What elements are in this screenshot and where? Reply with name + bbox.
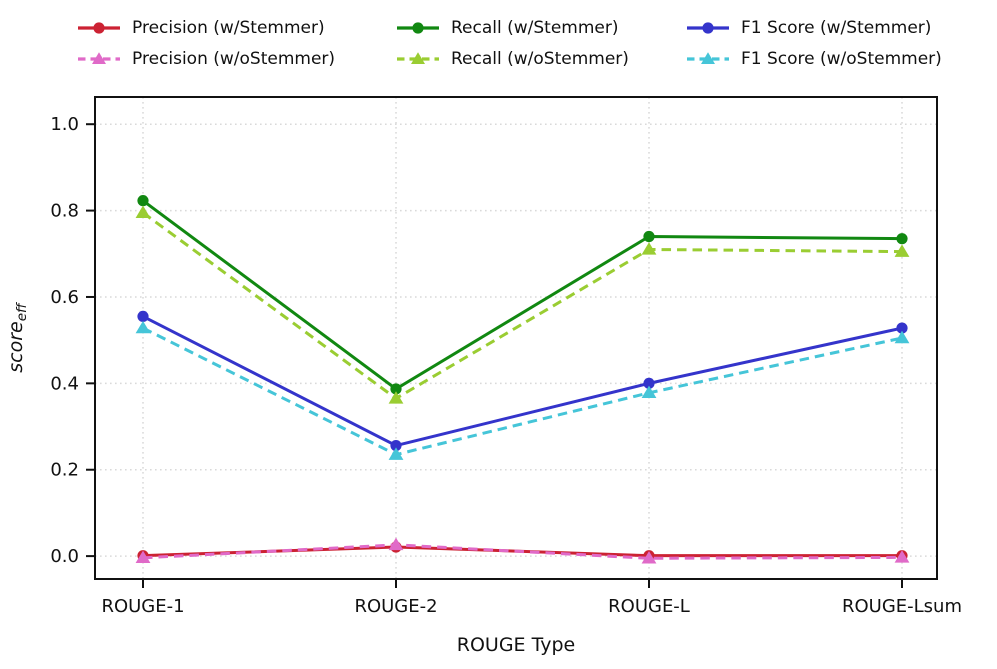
- series-precision-w-ostemmer-: [135, 537, 910, 564]
- y-tick-label: 0.4: [50, 373, 79, 394]
- legend-label: Recall (w/oStemmer): [451, 49, 629, 69]
- data-point-marker: [388, 447, 404, 460]
- data-point-marker: [643, 230, 655, 243]
- x-axis-label: ROUGE Type: [457, 634, 575, 656]
- triangle-marker-icon: [411, 52, 425, 64]
- series-line: [142, 315, 903, 448]
- series-line: [142, 326, 903, 457]
- series-f1-score-w-stemmer-: [137, 310, 908, 452]
- data-point-marker: [896, 322, 908, 334]
- y-tick-label: 1.0: [50, 114, 79, 135]
- legend-label: F1 Score (w/Stemmer): [741, 18, 932, 38]
- series-f1-score-w-ostemmer-: [135, 320, 910, 460]
- legend-sample-dashed-line: [397, 52, 439, 64]
- legend-item: Recall (w/Stemmer): [395, 17, 629, 39]
- axes-spines: [94, 96, 938, 580]
- y-tick-label: 0.8: [50, 201, 79, 222]
- x-tick-label: ROUGE-Lsum: [842, 596, 962, 617]
- y-axis-label: scoreeff: [5, 302, 30, 373]
- tick-layer: 0.0 0.2 0.4 0.6 0.8 1.0 ROUGE-1 ROUGE-2 ROUGE-L R…: [50, 114, 962, 617]
- legend-item: F1 Score (w/Stemmer): [685, 17, 942, 39]
- legend-label: Precision (w/oStemmer): [132, 49, 336, 69]
- data-point-marker: [137, 195, 149, 207]
- data-point-marker: [894, 244, 910, 257]
- data-point-marker: [641, 551, 657, 564]
- triangle-marker-icon: [92, 52, 106, 64]
- data-point-marker: [137, 310, 149, 323]
- series-recall-w-ostemmer-: [135, 205, 910, 404]
- data-point-marker: [388, 391, 404, 404]
- data-point-marker: [135, 550, 151, 564]
- legend-item: Recall (w/oStemmer): [395, 48, 629, 70]
- legend-column-f1: F1 Score (w/Stemmer) F1 Score (w/oStemmer…: [685, 17, 942, 70]
- circle-marker-icon: [412, 22, 424, 34]
- legend-item: Precision (w/oStemmer): [76, 48, 335, 70]
- legend-label: Precision (w/Stemmer): [132, 18, 325, 38]
- circle-marker-icon: [702, 22, 714, 34]
- data-point-marker: [641, 385, 657, 399]
- data-point-marker: [390, 439, 402, 452]
- legend-sample-solid-line: [397, 22, 439, 34]
- series-line: [142, 211, 903, 401]
- data-point-marker: [894, 330, 910, 344]
- data-point-marker: [896, 233, 908, 245]
- legend-label: Recall (w/Stemmer): [451, 18, 619, 38]
- data-point-marker: [388, 537, 404, 551]
- y-tick-label: 0.0: [50, 546, 79, 567]
- data-point-marker: [390, 383, 402, 395]
- y-axis-label-base: score: [5, 321, 27, 372]
- series-layer: [135, 195, 910, 564]
- plot-border: [94, 96, 938, 580]
- chart-legend: Precision (w/Stemmer) Precision (w/oStemm…: [0, 0, 997, 90]
- data-point-marker: [894, 550, 910, 563]
- legend-sample-solid-line: [78, 22, 120, 34]
- legend-label: F1 Score (w/oStemmer): [741, 49, 942, 69]
- y-tick-label: 0.6: [50, 287, 79, 308]
- circle-marker-icon: [93, 22, 105, 34]
- y-axis-label-subscript: eff: [14, 302, 30, 321]
- legend-sample-dashed-line: [78, 52, 120, 64]
- data-point-marker: [135, 205, 151, 218]
- legend-item: F1 Score (w/oStemmer): [685, 48, 942, 70]
- data-point-marker: [135, 320, 151, 334]
- x-tick-label: ROUGE-L: [608, 596, 690, 617]
- legend-column-precision: Precision (w/Stemmer) Precision (w/oStemm…: [76, 17, 335, 70]
- series-recall-w-stemmer-: [137, 195, 908, 395]
- x-tick-label: ROUGE-2: [354, 596, 437, 617]
- triangle-marker-icon: [701, 52, 715, 64]
- series-line: [142, 199, 903, 391]
- y-tick-label: 0.2: [50, 460, 79, 481]
- legend-sample-solid-line: [687, 22, 729, 34]
- series-line: [142, 543, 903, 560]
- data-point-marker: [641, 242, 657, 255]
- x-tick-label: ROUGE-1: [101, 596, 184, 617]
- legend-sample-dashed-line: [687, 52, 729, 64]
- grid-layer: [95, 97, 937, 579]
- legend-column-recall: Recall (w/Stemmer) Recall (w/oStemmer): [395, 17, 629, 70]
- legend-item: Precision (w/Stemmer): [76, 17, 335, 39]
- data-point-marker: [643, 377, 655, 389]
